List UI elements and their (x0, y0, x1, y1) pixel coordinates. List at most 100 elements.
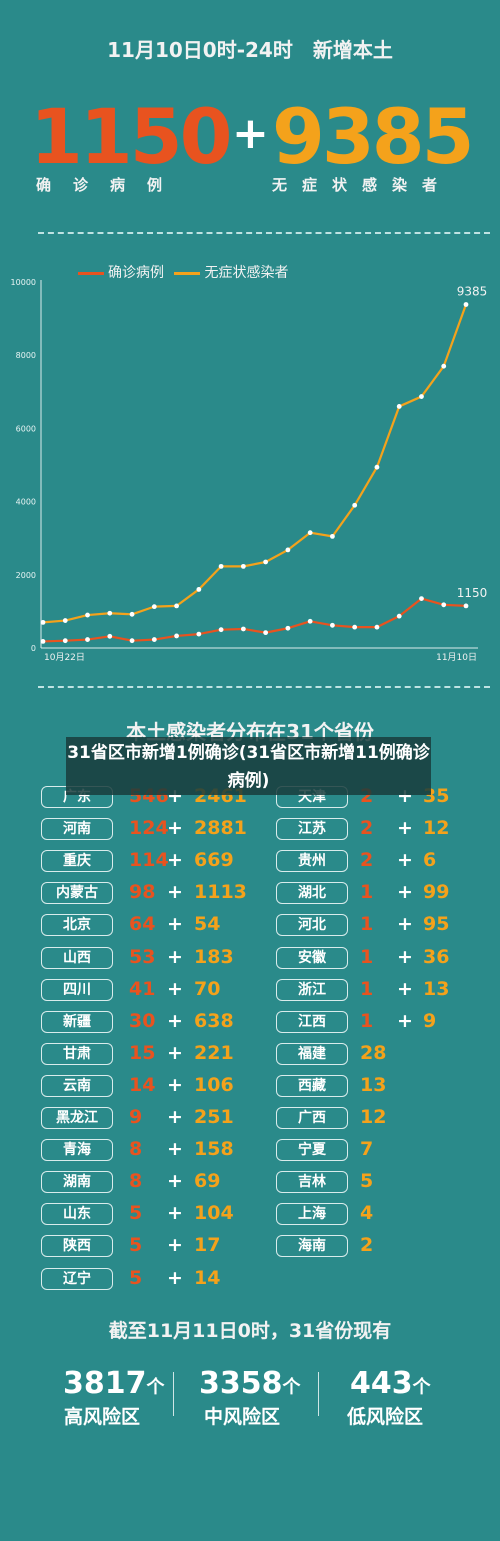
province-confirmed-count: 1 (360, 945, 374, 968)
end-value-label-0: 1150 (457, 586, 488, 600)
province-asymptomatic-count: 95 (423, 913, 450, 936)
plus-sign: + (167, 1170, 183, 1193)
province-confirmed-count: 8 (129, 1170, 143, 1193)
trend-line-chart: 0 2000 4000 6000 8000 10000 10月22日 11月10日 1150 93… (11, 278, 488, 663)
province-label: 甘肃 (41, 1042, 113, 1065)
data-point-0-11 (285, 625, 291, 631)
province-confirmed-count: 124 (129, 817, 169, 840)
data-point-1-18 (441, 363, 447, 369)
province-asymptomatic-count: 13 (360, 1073, 387, 1096)
province-label: 山西 (41, 946, 113, 969)
province-asymptomatic-count: 12 (360, 1106, 387, 1128)
high-risk-count: 3817个 (63, 1366, 165, 1401)
plus-sign: + (167, 1041, 183, 1064)
data-point-0-6 (174, 633, 179, 639)
chart-legend: 确诊病例 无症状感染者 (78, 262, 294, 282)
plus-sign: + (167, 1138, 183, 1161)
series-line-1 (42, 304, 468, 624)
province-asymptomatic-count: 14 (194, 1266, 221, 1289)
province-confirmed-count: 1 (360, 977, 374, 1000)
y-tick-label: 8000 (16, 351, 36, 360)
province-label: 内蒙古 (41, 882, 113, 905)
province-asymptomatic-count: 1113 (194, 881, 247, 904)
data-point-0-8 (218, 627, 224, 633)
province-asymptomatic-count: 251 (194, 1106, 234, 1128)
province-label: 湖北 (276, 882, 348, 905)
province-confirmed-count: 9 (129, 1106, 143, 1128)
confirmed-label: 确诊病例 (36, 176, 185, 194)
data-point-1-9 (240, 563, 246, 569)
province-asymptomatic-count: 5 (360, 1170, 374, 1193)
data-point-0-0 (40, 639, 46, 644)
data-point-0-3 (107, 633, 113, 639)
plus-sign: + (397, 881, 413, 904)
risk-divider-1 (173, 1372, 174, 1416)
data-point-1-15 (374, 464, 380, 470)
province-label: 重庆 (41, 850, 113, 873)
new-confirmed-count: 1150 (30, 92, 233, 181)
province-confirmed-count: 98 (129, 881, 156, 904)
data-point-0-2 (85, 637, 90, 642)
province-confirmed-count: 2 (360, 817, 374, 840)
province-asymptomatic-count: 106 (194, 1073, 234, 1096)
province-asymptomatic-count: 17 (194, 1234, 221, 1257)
plus-sign: + (167, 1234, 183, 1257)
data-point-0-5 (151, 637, 157, 642)
plus-sign: + (167, 977, 183, 1000)
data-point-0-17 (419, 596, 424, 601)
legend-swatch-asymptomatic (174, 271, 201, 275)
province-asymptomatic-count: 54 (194, 913, 221, 936)
legend-label-confirmed: 确诊病例 (108, 265, 164, 281)
province-label: 北京 (41, 914, 113, 937)
data-point-0-13 (330, 622, 335, 628)
province-asymptomatic-count: 104 (194, 1202, 234, 1225)
province-label: 浙江 (276, 978, 348, 1001)
province-asymptomatic-count: 7 (360, 1138, 374, 1161)
province-asymptomatic-count: 99 (423, 881, 450, 904)
medium-risk-number: 3358 (199, 1366, 283, 1401)
medium-risk-count: 3358个 (199, 1366, 301, 1401)
data-point-1-13 (330, 533, 335, 539)
medium-risk-unit: 个 (282, 1377, 301, 1398)
province-asymptomatic-count: 4 (360, 1202, 374, 1225)
province-label: 广西 (276, 1107, 348, 1129)
data-point-0-9 (240, 626, 246, 632)
province-confirmed-count: 114 (129, 849, 169, 872)
data-point-1-3 (107, 610, 113, 616)
plus-sign: + (397, 849, 413, 872)
new-asymptomatic-count: 9385 (272, 92, 475, 181)
province-confirmed-count: 64 (129, 913, 156, 936)
data-point-1-6 (174, 603, 179, 609)
plus-sign: + (167, 1106, 183, 1128)
y-tick-label: 2000 (16, 571, 36, 580)
province-confirmed-count: 5 (129, 1202, 143, 1225)
province-label: 河南 (41, 818, 113, 841)
province-asymptomatic-count: 158 (194, 1138, 234, 1161)
x-tick-label-end: 11月10日 (436, 652, 477, 663)
divider-middle (38, 686, 490, 688)
data-point-0-16 (396, 613, 402, 619)
province-confirmed-count: 15 (129, 1041, 156, 1064)
data-point-1-17 (419, 394, 424, 399)
y-tick-label: 0 (31, 644, 36, 653)
province-asymptomatic-count: 6 (423, 849, 437, 872)
province-label: 湖南 (41, 1171, 113, 1194)
plus-sign: + (167, 945, 183, 968)
low-risk-count: 443个 (350, 1366, 431, 1401)
province-label: 上海 (276, 1203, 348, 1226)
y-tick-label: 4000 (16, 498, 36, 507)
data-point-0-15 (374, 624, 380, 630)
province-confirmed-count: 1 (360, 913, 374, 936)
high-risk-number: 3817 (63, 1366, 147, 1401)
province-asymptomatic-count: 36 (423, 945, 450, 968)
province-label: 辽宁 (41, 1267, 113, 1290)
asymptomatic-label: 无症状感染者 (272, 176, 453, 194)
data-point-0-14 (352, 624, 358, 630)
province-confirmed-count: 14 (129, 1073, 156, 1096)
series-line-0 (42, 597, 467, 643)
province-label: 安徽 (276, 946, 348, 969)
data-point-0-19 (463, 603, 469, 609)
data-point-0-4 (129, 638, 135, 644)
high-risk-unit: 个 (146, 1377, 165, 1398)
province-asymptomatic-count: 28 (360, 1041, 387, 1064)
